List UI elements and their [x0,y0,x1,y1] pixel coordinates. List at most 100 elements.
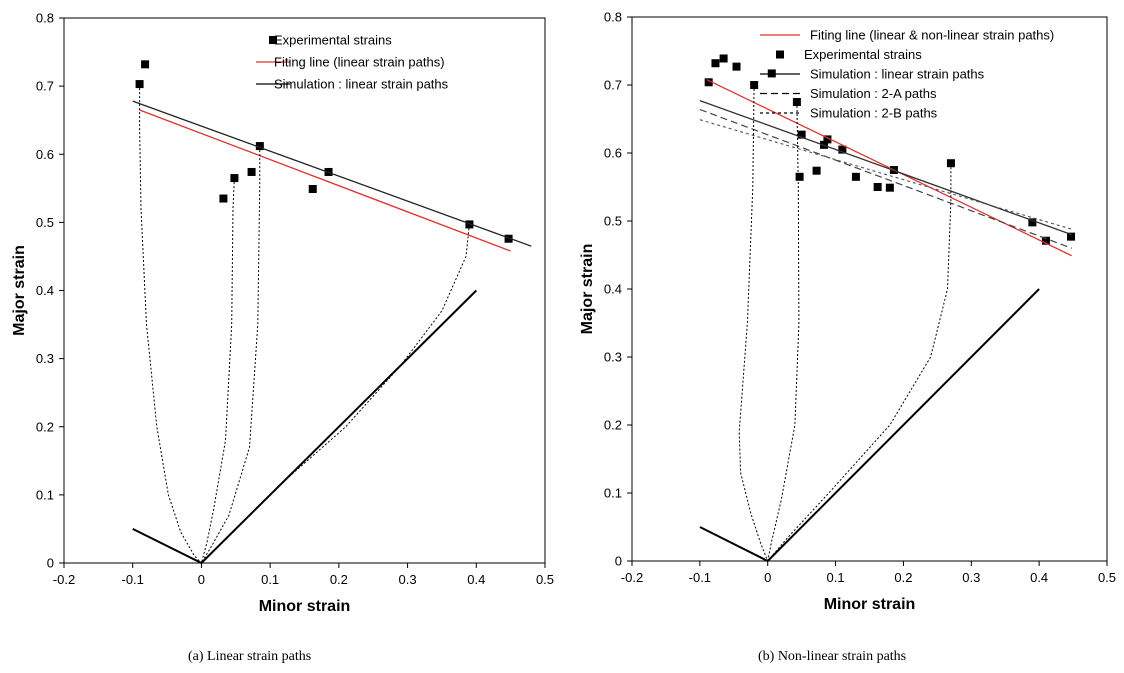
legend-label: Simulation : linear strain paths [274,77,449,92]
experimental-strain-point [838,145,847,154]
x-tick-label: -0.2 [621,570,643,585]
legend-entry: Simulation : 2-B paths [760,106,938,121]
x-axis-label: Minor strain [824,596,916,613]
x-tick-label: 0.5 [1098,570,1116,585]
experimental-strain-point [812,166,821,175]
strain-path-curve [767,163,952,562]
experimental-strain-point [141,60,150,69]
experimental-strain-point [247,167,256,176]
y-axis-label: Major strain [579,244,596,335]
y-tick-label: 0 [47,556,54,571]
legend-label: Fiting line (linear & non-linear strain … [810,28,1054,43]
plot-frame [63,17,546,564]
legend-entry: Simulation : 2-A paths [760,86,937,101]
chart-panel-1: -0.2 -0.1 0 0.1 0.2 0.3 0.4 0.5 0 0.1 0.2 0.3 0.4 0.5… [11,11,554,665]
experimental-strain-point [219,194,228,203]
experimental-strain-point [795,172,804,181]
experimental-strain-point [885,183,894,192]
legend-label: Simulation : linear strain paths [810,67,985,82]
y-tick-label: 0.5 [604,214,622,229]
y-tick-label: 0.8 [604,10,622,25]
legend-entry: Experimental strains [269,33,392,48]
experimental-strain-point [704,78,713,87]
x-tick-label: 0.3 [962,570,980,585]
legend-entry: Simulation : linear strain paths [760,67,985,82]
simulation-2b-line [699,119,1072,230]
figure-caption: (a) Linear strain paths [188,649,311,664]
x-tick-label: 0 [764,570,771,585]
y-tick-label: 0.6 [604,146,622,161]
x-tick-label: -0.1 [122,572,144,587]
y-tick-label: 0.2 [604,418,622,433]
experimental-strain-point [504,234,513,243]
experimental-strain-point [308,184,317,193]
x-tick-label: 0.2 [330,572,348,587]
x-tick-label: -0.1 [689,570,711,585]
legend-label: Simulation : 2-B paths [810,106,938,121]
x-tick-label: 0.1 [261,572,279,587]
legend-label: Experimental strains [274,33,392,48]
experimental-strain-point [851,172,860,181]
legend-label: Experimental strains [804,47,922,62]
y-axis-label: Major strain [11,245,28,336]
y-tick-label: 0.7 [36,79,54,94]
x-tick-label: 0.4 [467,572,485,587]
x-tick-label: 0.3 [399,572,417,587]
experimental-strain-point [792,98,801,106]
strain-path-curve [139,84,202,564]
x-tick-label: 0 [198,572,205,587]
strain-path-curve [200,178,235,564]
legend-label: Simulation : 2-A paths [810,86,937,101]
y-tick-label: 0.2 [36,419,54,434]
fitting-line [706,79,1072,257]
strain-path-curve [201,224,470,564]
y-tick-label: 0.3 [36,351,54,366]
x-tick-label: 0.4 [1030,570,1048,585]
y-tick-label: 0.4 [604,282,622,297]
experimental-strain-point [1067,232,1076,241]
legend-entry: Simulation : linear strain paths [256,77,449,92]
strain-path-curve [200,146,261,564]
y-tick-label: 0 [615,554,622,569]
forming-limit-reference-line [699,288,1040,563]
experimental-strain-point [873,183,882,191]
x-axis-label: Minor strain [259,598,351,615]
y-tick-label: 0.5 [36,215,54,230]
experimental-strain-point [797,130,806,139]
legend-marker [269,36,277,44]
simulation-2a-line [699,108,1072,249]
legend-label: Fiting line (linear strain paths) [274,55,445,70]
y-tick-label: 0.3 [604,350,622,365]
y-tick-label: 0.1 [36,487,54,502]
x-tick-label: 0.2 [894,570,912,585]
experimental-strain-point [1028,218,1037,227]
experimental-strain-point [255,142,264,151]
legend-marker [776,50,784,59]
simulation-linear-line [132,100,532,247]
strain-path-curve [738,84,769,562]
x-tick-label: -0.2 [53,572,75,587]
chart-panel-2: -0.2 -0.1 0 0.1 0.2 0.3 0.4 0.5 0 0.1 0.2 0.3 0.4 0.5… [579,10,1116,665]
experimental-strain-point [732,62,741,71]
y-tick-label: 0.7 [604,78,622,93]
forming-limit-reference-line [132,289,478,565]
experimental-strain-point [750,81,759,89]
y-tick-label: 0.1 [604,486,622,501]
y-tick-label: 0.4 [36,283,54,298]
y-tick-label: 0.8 [36,11,54,26]
experimental-strain-point [1041,236,1050,245]
experimental-strain-point [823,135,832,144]
simulation-linear-line [699,99,1072,236]
fitting-line [139,109,511,252]
strain-path-curve [767,101,800,562]
figure-caption: (b) Non-linear strain paths [758,649,906,664]
legend-entry: Fiting line (linear strain paths) [256,55,445,70]
experimental-strain-point [719,54,728,63]
y-tick-label: 0.6 [36,147,54,162]
legend-entry: Experimental strains [776,47,922,62]
x-tick-label: 0.5 [536,572,554,587]
experimental-strain-point [230,174,239,183]
experimental-strain-point [711,59,720,68]
x-tick-label: 0.1 [827,570,845,585]
